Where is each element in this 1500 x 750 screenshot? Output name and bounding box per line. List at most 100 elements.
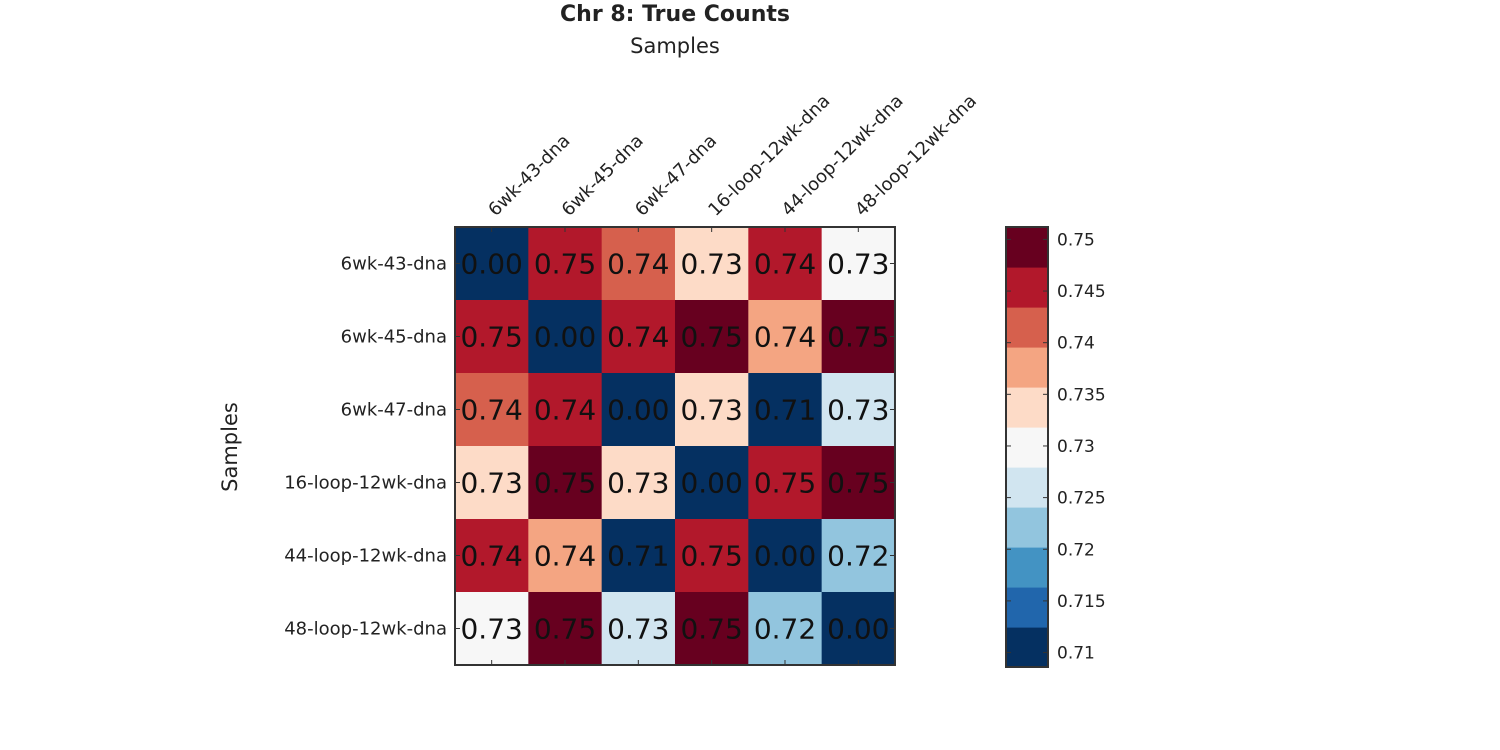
heatmap-cell-r4-c3 bbox=[674, 519, 749, 593]
heatmap-cell-r2-c3 bbox=[674, 373, 749, 447]
cell-value-label: 0.00 bbox=[534, 321, 596, 354]
heatmap-cell-r0-c1 bbox=[528, 227, 603, 301]
heatmap-cell-r4-c1 bbox=[528, 519, 603, 593]
heatmap-cell-r2-c1 bbox=[528, 373, 603, 447]
heatmap-cell-r3-c4 bbox=[748, 446, 823, 520]
cell-value-label: 0.75 bbox=[827, 467, 889, 500]
y-tick-label: 16-loop-12wk-dna bbox=[284, 473, 447, 494]
y-tick-label: 48-loop-12wk-dna bbox=[284, 619, 447, 640]
cell-value-label: 0.73 bbox=[827, 248, 889, 281]
heatmap-cell-r5-c5 bbox=[821, 592, 896, 666]
heatmap-cell-r5-c2 bbox=[601, 592, 676, 666]
heatmap-cell-r4-c5 bbox=[821, 519, 896, 593]
colorbar-segment bbox=[1006, 587, 1048, 628]
heatmap-cell-labels: 0.00 0.75 0.74 0.73 0.74 0.73 0.75 0.00 0.74 0.75… bbox=[460, 248, 889, 646]
cell-value-label: 0.73 bbox=[680, 394, 742, 427]
colorbar-tick-label: 0.71 bbox=[1057, 644, 1095, 664]
heatmap-cell-r3-c1 bbox=[528, 446, 603, 520]
cell-value-label: 0.75 bbox=[680, 613, 742, 646]
cell-value-label: 0.75 bbox=[680, 321, 742, 354]
plot-frame bbox=[454, 226, 896, 666]
heatmap-cell-r0-c2 bbox=[601, 227, 676, 301]
cell-value-label: 0.75 bbox=[534, 467, 596, 500]
colorbar-segment bbox=[1006, 387, 1048, 428]
cell-value-label: 0.74 bbox=[754, 248, 816, 281]
colorbar-segment bbox=[1006, 427, 1048, 468]
colorbar-tick-label: 0.725 bbox=[1057, 489, 1106, 509]
heatmap-cell-r3-c0 bbox=[455, 446, 529, 520]
heatmap-cells bbox=[455, 227, 896, 666]
cell-value-label: 0.75 bbox=[827, 321, 889, 354]
cell-value-label: 0.00 bbox=[607, 394, 669, 427]
heatmap-cell-r3-c3 bbox=[674, 446, 749, 520]
cell-value-label: 0.00 bbox=[827, 613, 889, 646]
cell-value-label: 0.71 bbox=[607, 540, 669, 573]
colorbar-segment bbox=[1006, 227, 1048, 268]
colorbar-tick-label: 0.74 bbox=[1057, 334, 1095, 354]
heatmap-cell-r1-c5 bbox=[821, 300, 896, 374]
colorbar-tick-label: 0.72 bbox=[1057, 540, 1095, 560]
y-tick-label: 6wk-43-dna bbox=[341, 254, 447, 275]
colorbar-tick-label: 0.745 bbox=[1057, 282, 1106, 302]
cell-value-label: 0.75 bbox=[460, 321, 522, 354]
cell-value-label: 0.75 bbox=[534, 248, 596, 281]
cell-value-label: 0.75 bbox=[754, 467, 816, 500]
heatmap-cell-r0-c4 bbox=[748, 227, 823, 301]
heatmap-cell-r1-c0 bbox=[455, 300, 529, 374]
colorbar-tick-label: 0.715 bbox=[1057, 592, 1106, 612]
heatmap-cell-r5-c3 bbox=[674, 592, 749, 666]
cell-value-label: 0.74 bbox=[607, 321, 669, 354]
colorbar-segment bbox=[1006, 267, 1048, 308]
y-tick-label: 6wk-47-dna bbox=[341, 400, 447, 421]
heatmap-cell-r0-c0 bbox=[455, 227, 529, 301]
cell-value-label: 0.00 bbox=[460, 248, 522, 281]
colorbar-tick-label: 0.735 bbox=[1057, 385, 1106, 405]
colorbar-segment bbox=[1006, 307, 1048, 348]
heatmap-cell-r3-c2 bbox=[601, 446, 676, 520]
cell-value-label: 0.71 bbox=[754, 394, 816, 427]
colorbar-tick-label: 0.75 bbox=[1057, 230, 1095, 250]
cell-value-label: 0.74 bbox=[460, 540, 522, 573]
colorbar: 0.71 0.715 0.72 0.725 0.73 0.735 0.74 0.745 0.75 bbox=[1005, 226, 1106, 668]
heatmap-cell-r5-c1 bbox=[528, 592, 603, 666]
colorbar-segment bbox=[1006, 507, 1048, 548]
heatmap-cell-r1-c3 bbox=[674, 300, 749, 374]
heatmap-cell-r1-c4 bbox=[748, 300, 823, 374]
cell-value-label: 0.73 bbox=[607, 467, 669, 500]
heatmap-cell-r0-c5 bbox=[821, 227, 896, 301]
heatmap-cell-r5-c4 bbox=[748, 592, 823, 666]
heatmap-cell-r2-c0 bbox=[455, 373, 529, 447]
cell-value-label: 0.73 bbox=[607, 613, 669, 646]
x-tick-label: 16-loop-12wk-dna bbox=[704, 91, 834, 221]
cell-value-label: 0.74 bbox=[754, 321, 816, 354]
x-tick-labels: 6wk-43-dna6wk-45-dna6wk-47-dna16-loop-12… bbox=[484, 91, 981, 221]
x-tick-label: 44-loop-12wk-dna bbox=[778, 91, 908, 221]
cell-value-label: 0.74 bbox=[607, 248, 669, 281]
heatmap-cell-r2-c4 bbox=[748, 373, 823, 447]
colorbar-segment bbox=[1006, 467, 1048, 508]
y-tick-label: 44-loop-12wk-dna bbox=[284, 546, 447, 567]
heatmap-cell-r5-c0 bbox=[455, 592, 529, 666]
heatmap-cell-r4-c2 bbox=[601, 519, 676, 593]
y-tick-label: 6wk-45-dna bbox=[341, 327, 447, 348]
colorbar-frame bbox=[1005, 226, 1049, 668]
cell-value-label: 0.73 bbox=[460, 613, 522, 646]
cell-value-label: 0.73 bbox=[680, 248, 742, 281]
cell-value-label: 0.74 bbox=[534, 394, 596, 427]
heatmap-cell-r4-c0 bbox=[455, 519, 529, 593]
cell-value-label: 0.73 bbox=[827, 394, 889, 427]
cell-value-label: 0.72 bbox=[754, 613, 816, 646]
cell-value-label: 0.73 bbox=[460, 467, 522, 500]
x-tick-label: 48-loop-12wk-dna bbox=[851, 91, 981, 221]
colorbar-segment bbox=[1006, 627, 1048, 668]
heatmap-cell-r0-c3 bbox=[674, 227, 749, 301]
cell-value-label: 0.75 bbox=[534, 613, 596, 646]
colorbar-segment bbox=[1006, 347, 1048, 388]
cell-value-label: 0.74 bbox=[534, 540, 596, 573]
y-axis-label: Samples bbox=[218, 402, 242, 492]
cell-value-label: 0.74 bbox=[460, 394, 522, 427]
cell-value-label: 0.75 bbox=[680, 540, 742, 573]
cell-value-label: 0.72 bbox=[827, 540, 889, 573]
heatmap-cell-r2-c5 bbox=[821, 373, 896, 447]
